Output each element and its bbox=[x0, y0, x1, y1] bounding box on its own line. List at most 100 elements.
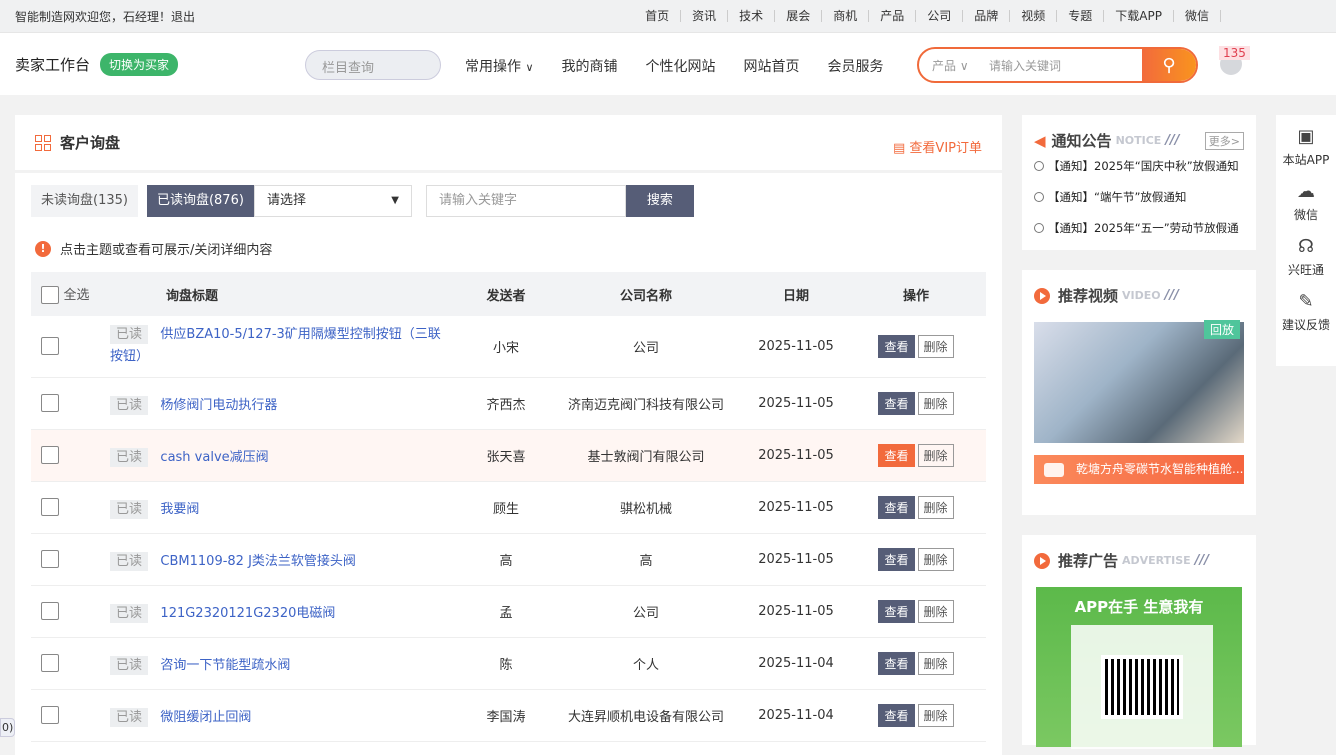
delete-button[interactable]: 删除 bbox=[917, 703, 954, 727]
top-link-wechat[interactable]: 微信 bbox=[1174, 10, 1221, 22]
sender: 齐西杰 bbox=[466, 377, 546, 430]
row-checkbox[interactable] bbox=[41, 337, 59, 356]
ad-banner[interactable]: APP在手 生意我有 bbox=[1036, 587, 1242, 749]
date: 2025-11-05 bbox=[746, 481, 846, 534]
search-category-select[interactable]: 产品 ∨ bbox=[932, 58, 969, 73]
select-all[interactable]: 全选 bbox=[31, 272, 126, 316]
row-checkbox[interactable] bbox=[41, 498, 59, 516]
inquiry-title-link[interactable]: 121G2320121G2320电磁阀 bbox=[160, 605, 336, 621]
nav-label: 常用操作 bbox=[465, 59, 521, 75]
top-link-business[interactable]: 商机 bbox=[822, 10, 870, 22]
delete-button[interactable]: 删除 bbox=[917, 443, 954, 467]
delete-button[interactable]: 删除 bbox=[917, 391, 954, 415]
nav-common-ops[interactable]: 常用操作 ∨ bbox=[465, 56, 534, 76]
view-button[interactable]: 查看 bbox=[878, 443, 915, 467]
notice-card: ◀ 通知公告 NOTICE/// 更多> 【通知】2025年“国庆中秋”放假通知… bbox=[1022, 115, 1256, 250]
view-button[interactable]: 查看 bbox=[878, 651, 915, 675]
tip: ! 点击主题或查看可展示/关闭详细内容 bbox=[35, 239, 272, 258]
delete-button[interactable]: 删除 bbox=[917, 495, 954, 519]
video-thumbnail[interactable]: 回放 bbox=[1034, 320, 1244, 443]
inquiry-title-link[interactable]: 咨询一下节能型疏水阀 bbox=[160, 657, 291, 673]
play-icon bbox=[1034, 287, 1050, 304]
filter-select[interactable]: 请选择 ▼ bbox=[253, 185, 412, 217]
corner-tab[interactable]: 0) bbox=[0, 718, 16, 737]
notice-item[interactable]: 【通知】2025年“五一”劳动节放假通 bbox=[1034, 220, 1244, 236]
inquiry-title-link[interactable]: 供应BZA10-5/127-3矿用隔爆型控制按钮（三联按钮） bbox=[110, 327, 441, 365]
row-checkbox[interactable] bbox=[41, 602, 59, 620]
switch-to-buyer-button[interactable]: 切换为买家 bbox=[100, 52, 179, 76]
view-button[interactable]: 查看 bbox=[878, 547, 915, 571]
row-checkbox[interactable] bbox=[41, 654, 59, 672]
col-date: 日期 bbox=[746, 272, 846, 316]
column-search-input[interactable]: 栏目查询 bbox=[305, 50, 441, 80]
delete-button[interactable]: 删除 bbox=[917, 651, 954, 675]
nav-my-shop[interactable]: 我的商铺 bbox=[561, 59, 618, 75]
float-app[interactable]: ▣ 本站APP bbox=[1283, 127, 1330, 168]
vip-label: 查看VIP订单 bbox=[909, 141, 982, 156]
date: 2025-11-04 bbox=[746, 637, 846, 690]
delete-button[interactable]: 删除 bbox=[917, 547, 954, 571]
top-links: 首页 资讯 技术 展会 商机 产品 公司 品牌 视频 专题 下载APP 微信 bbox=[634, 10, 1221, 22]
view-button[interactable]: 查看 bbox=[878, 334, 915, 358]
inquiry-title-link[interactable]: CBM1109-82 J类法兰软管接头阀 bbox=[160, 553, 356, 569]
view-button[interactable]: 查看 bbox=[878, 599, 915, 623]
megaphone-icon: ◀ bbox=[1034, 131, 1046, 150]
top-link-topics[interactable]: 专题 bbox=[1057, 10, 1105, 22]
top-link-news[interactable]: 资讯 bbox=[681, 10, 729, 22]
top-link-brands[interactable]: 品牌 bbox=[963, 10, 1011, 22]
view-button[interactable]: 查看 bbox=[878, 703, 915, 727]
video-caption[interactable]: 乾塘方舟零碳节水智能种植舱... bbox=[1034, 455, 1244, 484]
table-row[interactable]: 已读 杨修阀门电动执行器 齐西杰 济南迈克阀门科技有限公司 2025-11-05… bbox=[31, 377, 986, 430]
table-row[interactable]: 已读 微阻缓闭止回阀 李国涛 大连昇顺机电设备有限公司 2025-11-04 查… bbox=[31, 689, 986, 742]
inquiry-title-link[interactable]: 杨修阀门电动执行器 bbox=[160, 397, 278, 413]
row-checkbox[interactable] bbox=[41, 550, 59, 568]
company: 基士敦阀门有限公司 bbox=[546, 429, 746, 482]
top-link-tech[interactable]: 技术 bbox=[728, 10, 776, 22]
view-button[interactable]: 查看 bbox=[878, 391, 915, 415]
float-wechat[interactable]: ☁ 微信 bbox=[1294, 182, 1318, 223]
tab-unread[interactable]: 未读询盘(135) bbox=[31, 185, 138, 217]
float-xingwangtong[interactable]: ☊ 兴旺通 bbox=[1288, 237, 1324, 278]
play-icon bbox=[1034, 552, 1050, 569]
top-link-download-app[interactable]: 下载APP bbox=[1104, 10, 1174, 22]
nav-member-service[interactable]: 会员服务 bbox=[827, 59, 884, 75]
top-link-products[interactable]: 产品 bbox=[869, 10, 917, 22]
warning-icon: ! bbox=[35, 240, 51, 257]
search-submit-button[interactable]: 搜索 bbox=[625, 185, 694, 217]
top-link-companies[interactable]: 公司 bbox=[916, 10, 964, 22]
view-button[interactable]: 查看 bbox=[878, 495, 915, 519]
ad-en: ADVERTISE bbox=[1122, 554, 1191, 567]
inquiry-title-link[interactable]: 我要阀 bbox=[160, 501, 200, 517]
top-link-expo[interactable]: 展会 bbox=[775, 10, 823, 22]
table-row[interactable]: 已读 我要阀 顾生 骐松机械 2025-11-05 查看 删除 bbox=[31, 481, 986, 534]
inquiry-title-link[interactable]: cash valve减压阀 bbox=[160, 449, 269, 465]
top-link-videos[interactable]: 视频 bbox=[1010, 10, 1058, 22]
vip-orders-link[interactable]: ▤ 查看VIP订单 bbox=[893, 137, 982, 156]
nav-personal-site[interactable]: 个性化网站 bbox=[645, 59, 716, 75]
table-row[interactable]: 已读 供应BZA10-5/127-3矿用隔爆型控制按钮（三联按钮） 小宋 公司 … bbox=[31, 316, 986, 378]
search-input[interactable]: 请输入关键词 bbox=[989, 58, 1062, 73]
notice-item[interactable]: 【通知】2025年“国庆中秋”放假通知 bbox=[1034, 158, 1244, 174]
table-row[interactable]: 已读 cash valve减压阀 张天喜 基士敦阀门有限公司 2025-11-0… bbox=[31, 429, 986, 482]
inquiry-title-link[interactable]: 微阻缓闭止回阀 bbox=[160, 709, 252, 725]
search-button[interactable]: ⚲ bbox=[1142, 49, 1196, 81]
row-checkbox[interactable] bbox=[41, 706, 59, 724]
slash-decoration: /// bbox=[1165, 133, 1180, 148]
notice-item[interactable]: 【通知】“端午节”放假通知 bbox=[1034, 189, 1244, 205]
tab-read[interactable]: 已读询盘(876) bbox=[146, 185, 254, 217]
select-all-checkbox[interactable] bbox=[41, 286, 59, 305]
row-checkbox[interactable] bbox=[41, 394, 59, 412]
float-label: 建议反馈 bbox=[1281, 318, 1330, 332]
table-row[interactable]: 已读 121G2320121G2320电磁阀 孟 公司 2025-11-05 查… bbox=[31, 585, 986, 638]
nav-site-home[interactable]: 网站首页 bbox=[743, 59, 800, 75]
delete-button[interactable]: 删除 bbox=[917, 599, 954, 623]
delete-button[interactable]: 删除 bbox=[917, 334, 954, 358]
row-checkbox[interactable] bbox=[41, 446, 59, 464]
keyword-input[interactable]: 请输入关键字 bbox=[425, 185, 626, 217]
welcome-text[interactable]: 智能制造网欢迎您，石经理！退出 bbox=[15, 9, 196, 24]
notice-more-link[interactable]: 更多> bbox=[1204, 131, 1244, 150]
float-feedback[interactable]: ✎ 建议反馈 bbox=[1282, 292, 1330, 333]
table-row[interactable]: 已读 CBM1109-82 J类法兰软管接头阀 高 高 2025-11-05 查… bbox=[31, 533, 986, 586]
top-link-home[interactable]: 首页 bbox=[634, 10, 682, 22]
table-row[interactable]: 已读 咨询一下节能型疏水阀 陈 个人 2025-11-04 查看 删除 bbox=[31, 637, 986, 690]
